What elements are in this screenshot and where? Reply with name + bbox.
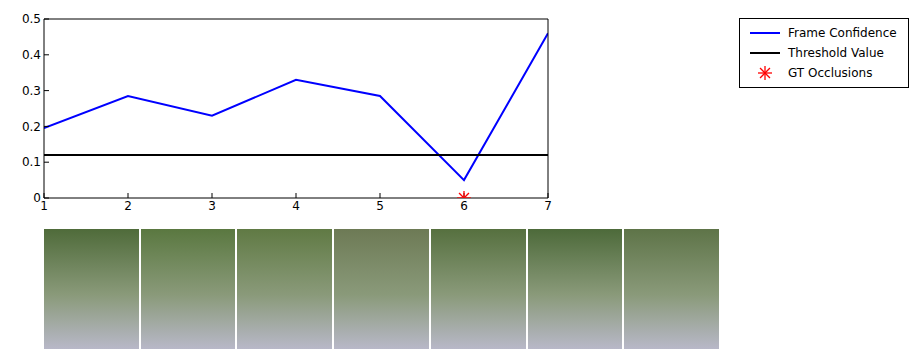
svg-text:4: 4 — [292, 199, 300, 213]
svg-text:0.5: 0.5 — [22, 12, 41, 26]
svg-text:0: 0 — [33, 191, 41, 205]
svg-text:0.2: 0.2 — [22, 120, 41, 134]
svg-text:2: 2 — [124, 199, 132, 213]
svg-text:1: 1 — [40, 199, 48, 213]
svg-text:0.1: 0.1 — [22, 155, 41, 169]
svg-text:0.3: 0.3 — [22, 84, 41, 98]
html-text:Threshold Value: Threshold Value — [788, 46, 884, 60]
html-text:Frame Confidence: Frame Confidence — [788, 26, 897, 40]
svg-text:5: 5 — [376, 199, 384, 213]
html-text:GT Occlusions: GT Occlusions — [788, 66, 873, 80]
svg-text:6: 6 — [460, 199, 468, 213]
svg-text:0.4: 0.4 — [22, 48, 41, 62]
svg-text:7: 7 — [544, 199, 552, 213]
svg-text:3: 3 — [208, 199, 216, 213]
